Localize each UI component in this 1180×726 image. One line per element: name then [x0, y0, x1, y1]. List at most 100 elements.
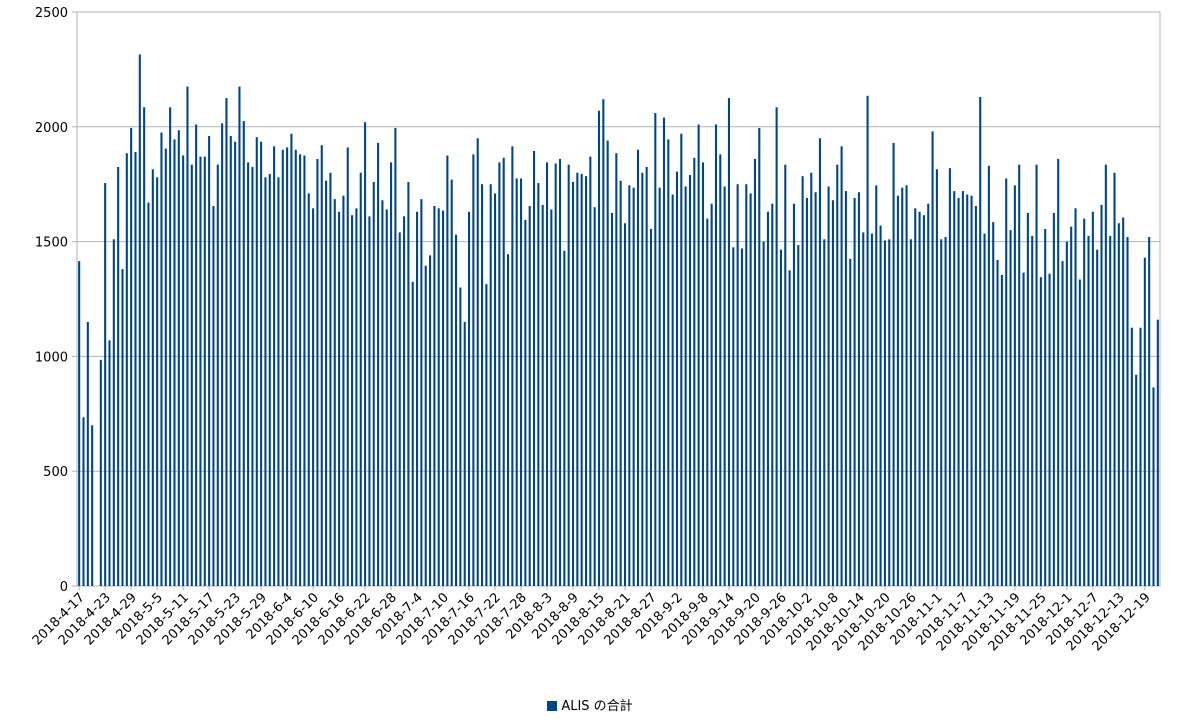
bar: [468, 211, 471, 586]
bar: [260, 141, 263, 586]
bar: [931, 131, 934, 586]
bar: [1070, 226, 1073, 586]
bar: [212, 206, 215, 586]
bar: [112, 239, 115, 586]
bar: [1143, 257, 1146, 586]
bar: [121, 269, 124, 586]
bar: [615, 153, 618, 587]
bar: [636, 149, 640, 586]
bar: [528, 206, 531, 586]
bar: [697, 124, 700, 586]
bar: [870, 233, 873, 586]
bar: [216, 164, 219, 586]
bar: [775, 107, 778, 586]
bar: [251, 166, 254, 587]
bar: [831, 200, 834, 586]
bar: [342, 195, 345, 586]
bar: [1113, 172, 1116, 586]
bar: [489, 184, 492, 586]
bar: [104, 183, 107, 586]
bar: [654, 113, 657, 587]
bar: [541, 204, 544, 586]
bar: [143, 107, 146, 586]
bar: [714, 124, 718, 586]
bar: [493, 193, 497, 586]
bar: [125, 153, 128, 587]
bar: [719, 154, 722, 587]
bar: [753, 158, 756, 586]
bar: [1048, 273, 1051, 586]
bar: [91, 425, 94, 586]
bar: [1039, 277, 1042, 586]
bar: [329, 172, 332, 586]
bar: [1156, 319, 1159, 586]
bar: [463, 321, 466, 586]
bar: [416, 211, 419, 586]
bar: [658, 187, 661, 587]
bar: [381, 200, 384, 586]
bar: [446, 155, 449, 586]
bar: [996, 259, 999, 586]
bar: [225, 98, 228, 586]
bar: [983, 233, 986, 586]
bar: [1148, 237, 1151, 586]
bar: [498, 162, 501, 586]
bar: [78, 261, 81, 586]
bar: [550, 209, 553, 586]
bar: [1052, 212, 1055, 586]
bar: [545, 162, 549, 586]
bar: [667, 139, 670, 587]
bar: [99, 359, 102, 586]
bar: [186, 86, 189, 587]
bar: [1009, 230, 1012, 586]
bar: [1122, 217, 1125, 586]
bar: [130, 127, 133, 586]
bar: [403, 216, 406, 586]
bar: [1035, 164, 1038, 586]
bar: [1000, 274, 1003, 586]
bar: [411, 281, 414, 586]
bar: [372, 181, 375, 587]
bar: [506, 254, 510, 586]
bar: [814, 192, 817, 586]
bar: [437, 208, 440, 587]
bar: [229, 135, 232, 586]
bar: [632, 187, 635, 587]
bar: [979, 96, 982, 587]
bar: [1022, 272, 1025, 586]
bar: [1087, 235, 1090, 587]
bar: [247, 162, 250, 586]
bar: [450, 179, 453, 586]
bar: [377, 142, 380, 586]
bar: [844, 191, 847, 586]
legend: ALIS の合計: [0, 695, 1180, 714]
bar: [1031, 235, 1034, 587]
bar: [420, 199, 423, 586]
bar: [862, 232, 865, 586]
bar: [147, 202, 150, 586]
bar: [914, 208, 917, 587]
bar: [515, 178, 518, 586]
bar: [333, 199, 336, 586]
bar: [779, 249, 782, 587]
bar: [242, 121, 245, 586]
bar: [740, 248, 744, 586]
bar: [675, 171, 679, 586]
bar: [455, 234, 458, 586]
bar: [970, 195, 973, 586]
bar: [961, 191, 964, 586]
bar: [1026, 212, 1029, 586]
bar: [948, 168, 951, 587]
bar: [433, 206, 436, 586]
bar: [134, 152, 137, 586]
bar: [1005, 178, 1008, 586]
bar: [1091, 211, 1094, 586]
bar: [918, 211, 921, 586]
bar: [701, 162, 705, 586]
bar: [234, 141, 237, 586]
bar: [576, 172, 579, 586]
bar: [1104, 164, 1107, 586]
bar: [1109, 235, 1112, 587]
bar: [974, 206, 977, 586]
bar: [727, 98, 731, 586]
